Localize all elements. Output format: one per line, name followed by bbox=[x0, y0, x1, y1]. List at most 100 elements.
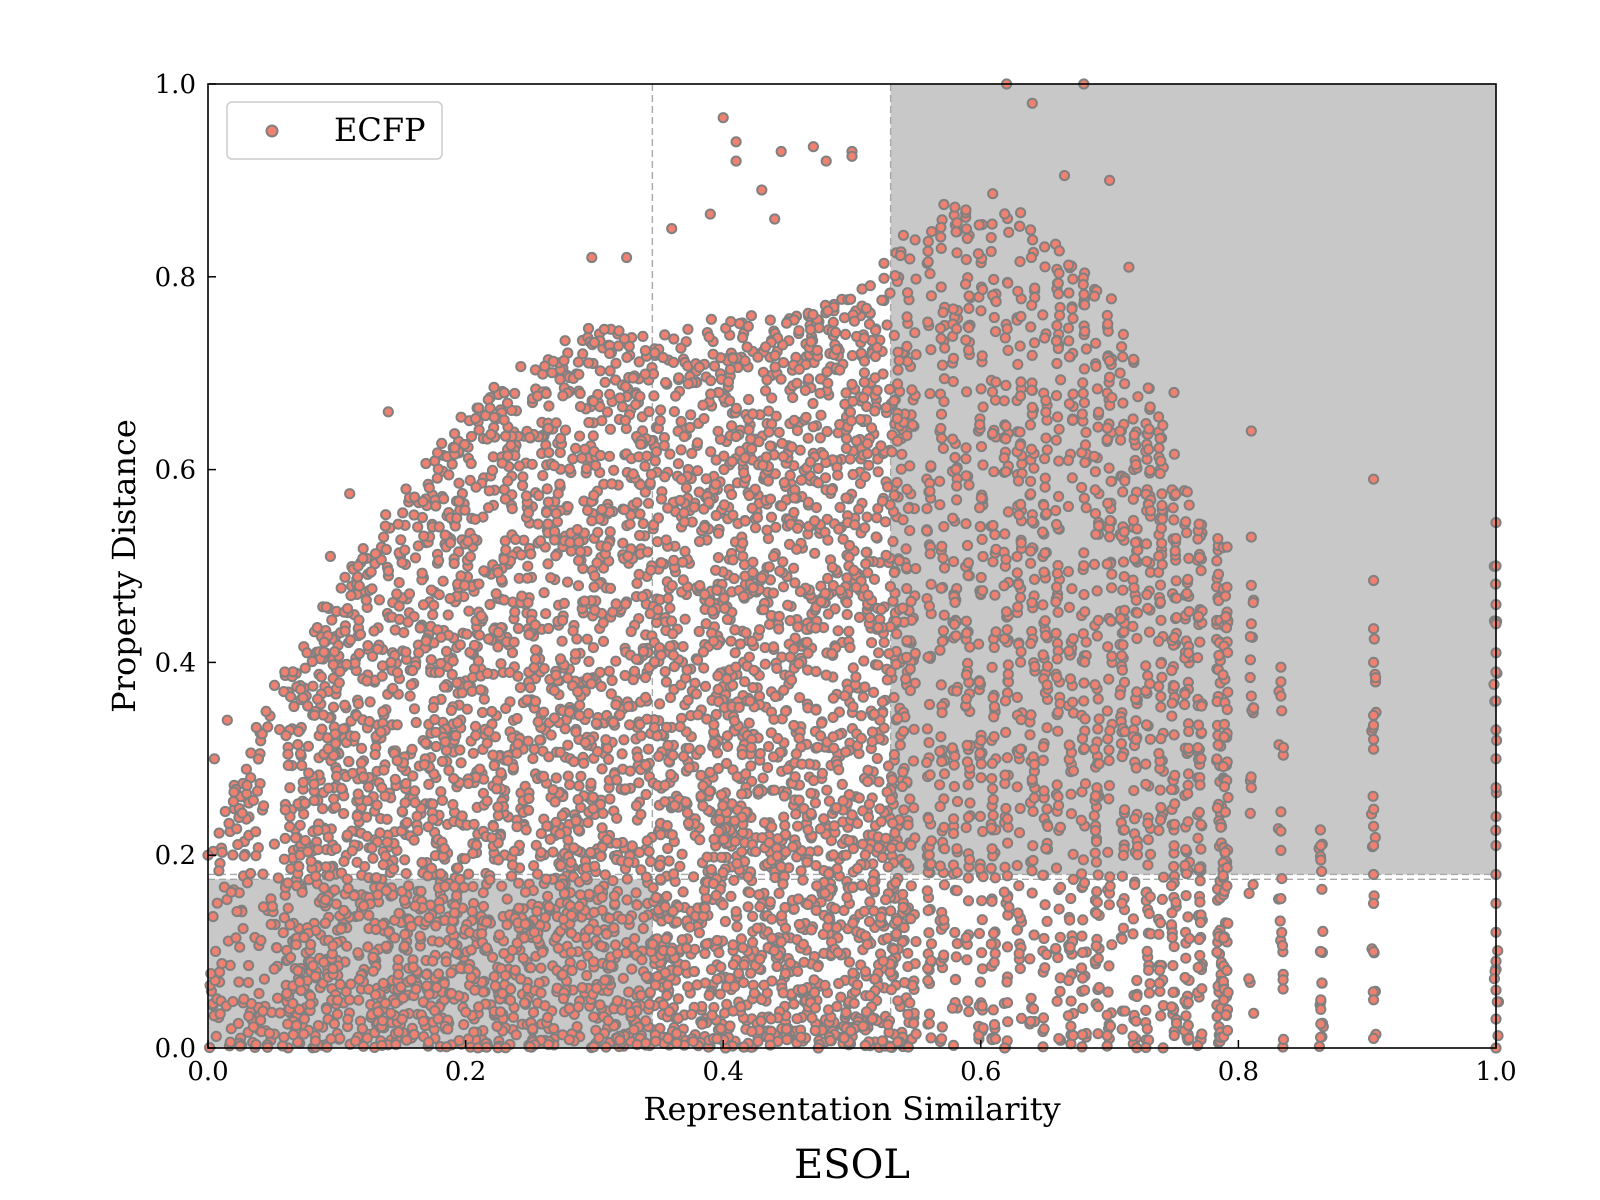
data-point bbox=[573, 555, 585, 567]
data-point bbox=[859, 471, 871, 483]
data-point bbox=[727, 959, 740, 971]
data-point bbox=[654, 415, 666, 427]
data-point bbox=[796, 984, 809, 996]
data-point bbox=[860, 558, 872, 570]
data-point bbox=[583, 416, 595, 429]
data-point bbox=[599, 869, 611, 881]
data-point bbox=[777, 451, 790, 463]
data-point bbox=[493, 929, 505, 941]
data-point bbox=[710, 708, 722, 721]
data-point bbox=[572, 794, 584, 806]
data-point bbox=[423, 778, 435, 791]
data-point bbox=[753, 889, 765, 901]
data-point bbox=[440, 1041, 453, 1053]
data-point bbox=[678, 430, 690, 443]
data-point bbox=[591, 557, 603, 569]
data-point bbox=[369, 989, 382, 1001]
data-point bbox=[830, 326, 842, 338]
data-point bbox=[241, 877, 253, 889]
data-point bbox=[892, 378, 904, 390]
data-point bbox=[712, 552, 725, 564]
data-point bbox=[633, 356, 645, 368]
data-point bbox=[841, 891, 853, 904]
data-point bbox=[253, 987, 265, 1000]
data-point bbox=[357, 771, 369, 783]
data-point bbox=[410, 983, 422, 995]
data-point bbox=[630, 653, 643, 665]
data-point bbox=[342, 1013, 354, 1025]
data-point bbox=[486, 705, 498, 718]
data-point bbox=[448, 880, 461, 893]
data-point bbox=[297, 776, 309, 788]
data-point bbox=[698, 521, 711, 534]
data-point bbox=[871, 384, 883, 397]
data-point bbox=[642, 497, 655, 509]
data-point bbox=[616, 1004, 628, 1016]
data-point bbox=[395, 981, 407, 993]
data-point bbox=[710, 509, 722, 522]
data-point bbox=[308, 795, 320, 807]
data-point bbox=[853, 792, 865, 804]
data-point bbox=[841, 608, 853, 621]
data-point bbox=[447, 799, 459, 811]
data-point bbox=[298, 1028, 310, 1040]
data-point bbox=[680, 482, 693, 494]
data-point bbox=[435, 786, 447, 798]
data-point bbox=[366, 583, 378, 595]
data-point bbox=[400, 868, 412, 880]
data-point bbox=[343, 994, 356, 1006]
data-point bbox=[855, 710, 867, 722]
data-point bbox=[793, 363, 805, 375]
data-point bbox=[363, 715, 375, 728]
data-point bbox=[234, 941, 246, 953]
data-point bbox=[633, 777, 645, 789]
data-point bbox=[801, 856, 813, 868]
data-point bbox=[845, 293, 857, 305]
data-point bbox=[236, 807, 248, 819]
data-point bbox=[768, 945, 780, 957]
data-point bbox=[334, 978, 346, 991]
data-point bbox=[329, 646, 341, 658]
data-point bbox=[576, 982, 588, 994]
data-point bbox=[450, 947, 462, 959]
data-point bbox=[554, 880, 566, 892]
data-point bbox=[238, 993, 250, 1005]
data-point bbox=[746, 1025, 758, 1038]
data-point bbox=[664, 448, 676, 460]
data-point bbox=[677, 886, 689, 898]
data-point bbox=[821, 784, 833, 796]
data-point bbox=[601, 406, 614, 418]
data-point bbox=[884, 1041, 896, 1053]
data-point bbox=[606, 478, 618, 490]
data-point bbox=[803, 373, 815, 385]
data-point bbox=[451, 512, 463, 524]
data-point bbox=[580, 463, 593, 475]
data-point bbox=[714, 988, 726, 1000]
data-point bbox=[511, 712, 523, 725]
data-point bbox=[481, 1041, 493, 1053]
data-point bbox=[511, 821, 523, 833]
data-point bbox=[318, 636, 330, 648]
data-point bbox=[511, 747, 523, 759]
data-point bbox=[499, 430, 512, 442]
data-point bbox=[616, 401, 629, 413]
data-point bbox=[416, 567, 428, 579]
data-point bbox=[795, 865, 807, 877]
data-point bbox=[498, 387, 510, 399]
data-point bbox=[312, 844, 324, 856]
data-point bbox=[529, 653, 542, 665]
data-point bbox=[400, 778, 412, 790]
data-point bbox=[619, 414, 632, 427]
data-point bbox=[469, 984, 481, 996]
data-point bbox=[894, 249, 907, 262]
data-point bbox=[620, 598, 632, 610]
data-point bbox=[727, 352, 739, 364]
data-point bbox=[651, 970, 664, 983]
data-point bbox=[227, 996, 239, 1008]
data-point bbox=[436, 794, 448, 807]
data-point bbox=[785, 674, 798, 686]
data-point bbox=[729, 836, 741, 848]
data-point bbox=[743, 489, 755, 502]
data-point bbox=[263, 1027, 276, 1039]
data-point bbox=[614, 709, 626, 721]
